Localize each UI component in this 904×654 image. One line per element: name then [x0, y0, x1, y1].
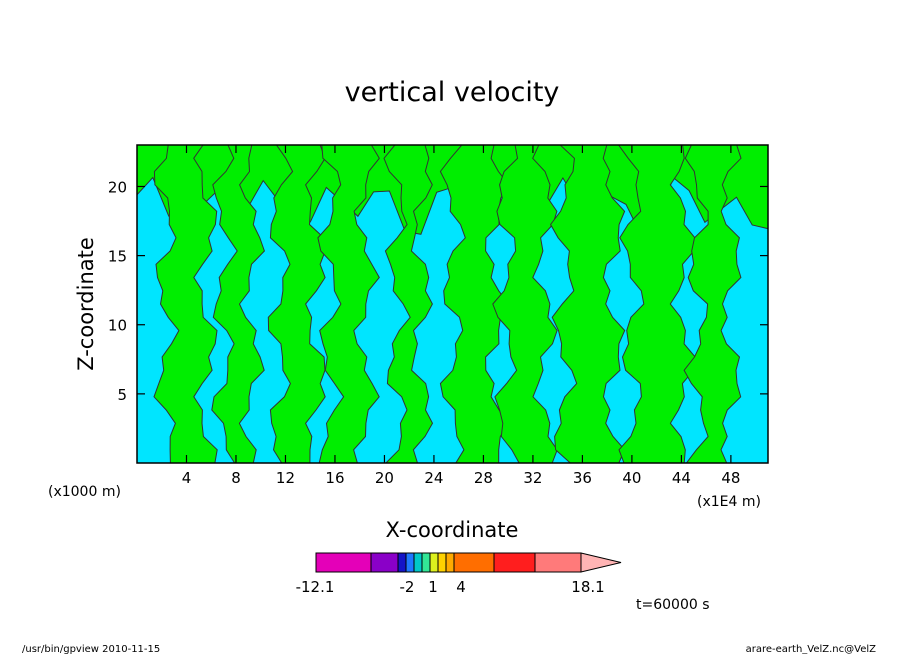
y-axis-ticks: 5 10 15 20 — [108, 178, 768, 404]
positive-field-column — [267, 145, 326, 463]
colorbar-tick-label: -12.1 — [296, 578, 335, 596]
x-tick-label: 24 — [424, 469, 443, 487]
colorbar-tick-label: 18.1 — [571, 578, 604, 596]
x-tick-label: 16 — [325, 469, 344, 487]
y-axis-label: Z-coordinate — [74, 237, 98, 371]
positive-field-column — [383, 145, 434, 463]
y-tick-label: 5 — [117, 386, 127, 404]
colorbar-swatch — [445, 552, 455, 573]
x-tick-label: 12 — [276, 469, 295, 487]
x-tick-label: 4 — [182, 469, 192, 487]
colorbar-swatch — [405, 552, 415, 573]
x-tick-label: 32 — [523, 469, 542, 487]
colorbar-swatch — [370, 552, 399, 573]
colorbar-swatch — [397, 552, 407, 573]
x-unit-left: (x1000 m) — [48, 484, 121, 500]
colorbar-labels: -12.1 -2 1 4 18.1 — [296, 578, 605, 596]
x-tick-label: 20 — [375, 469, 394, 487]
x-tick-label: 44 — [672, 469, 691, 487]
colorbar-swatch — [453, 552, 495, 573]
positive-field-column — [317, 145, 380, 463]
time-label: t=60000 s — [636, 597, 710, 613]
x-axis-ticks: 4 8 12 16 20 24 28 32 36 40 44 48 — [182, 145, 740, 487]
colorbar-tick-label: -2 — [400, 578, 415, 596]
colorbar-arrow — [580, 552, 622, 573]
x-tick-label: 8 — [231, 469, 241, 487]
x-tick-label: 40 — [622, 469, 641, 487]
y-tick-label: 15 — [108, 248, 127, 266]
colorbar-swatch — [534, 552, 582, 573]
plot-area — [136, 144, 769, 464]
colorbar-swatch — [437, 552, 447, 573]
colorbar — [315, 552, 622, 573]
colorbar-swatch — [413, 552, 423, 573]
x-tick-label: 48 — [721, 469, 740, 487]
colorbar-swatch — [421, 552, 431, 573]
chart-title: vertical velocity — [345, 77, 560, 108]
x-tick-label: 36 — [573, 469, 592, 487]
positive-field-column — [153, 145, 218, 463]
positive-field-column — [683, 145, 742, 463]
positive-field-column — [211, 145, 265, 463]
positive-field-column — [439, 145, 510, 463]
positive-field-column — [550, 145, 626, 463]
colorbar-tick-label: 4 — [456, 578, 466, 596]
x-unit-right: (x1E4 m) — [697, 494, 761, 510]
colorbar-swatch — [315, 552, 372, 573]
footer-left: /usr/bin/gpview 2010-11-15 — [22, 644, 160, 654]
plot-frame — [136, 144, 769, 464]
footer-right: arare-earth_VelZ.nc@VelZ — [746, 644, 877, 654]
colorbar-tick-label: 1 — [428, 578, 438, 596]
x-axis-label: X-coordinate — [386, 518, 519, 542]
y-tick-label: 20 — [108, 178, 127, 196]
colorbar-swatch — [429, 552, 439, 573]
x-tick-label: 28 — [474, 469, 493, 487]
positive-field-column — [492, 145, 558, 463]
y-tick-label: 10 — [108, 317, 127, 335]
colorbar-swatch — [493, 552, 536, 573]
